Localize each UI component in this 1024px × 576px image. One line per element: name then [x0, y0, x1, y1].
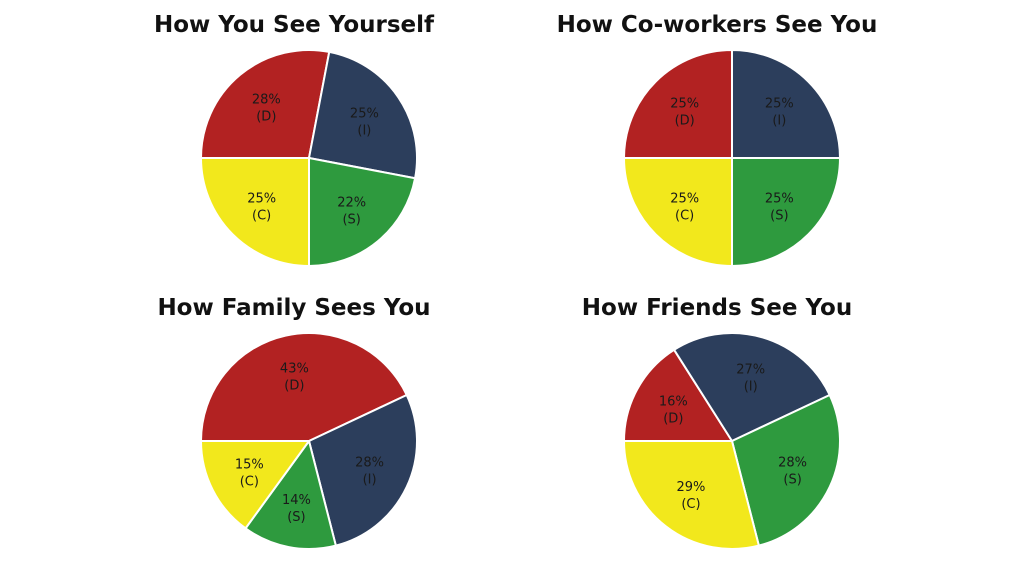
slice-category-label: (S)	[342, 213, 360, 228]
slice-category-label: (S)	[783, 473, 801, 488]
slice-percent-label: 25%	[247, 191, 276, 206]
slice-category-label: (C)	[240, 474, 259, 489]
slice-percent-label: 25%	[350, 106, 379, 121]
slice-category-label: (I)	[357, 123, 371, 138]
pie-slice-c	[623, 440, 760, 550]
slice-percent-label: 25%	[765, 97, 794, 112]
slice-percent-label: 15%	[235, 457, 264, 472]
slice-percent-label: 28%	[252, 92, 281, 107]
pie-slice-s	[244, 440, 337, 550]
pie-slice-i	[308, 50, 418, 180]
slice-category-label: (I)	[363, 473, 377, 488]
slice-category-label: (C)	[252, 208, 271, 223]
pie-slice-d	[623, 49, 733, 159]
slice-category-label: (C)	[675, 208, 694, 223]
pie-chart-coworkers: 25% (D) 25% (I) 25% (S) 25% (C)	[623, 49, 841, 267]
slice-category-label: (S)	[287, 510, 305, 525]
slice-percent-label: 29%	[677, 480, 706, 495]
pie-slice-d	[623, 348, 733, 442]
chart-title-family: How Family Sees You	[157, 295, 431, 321]
slice-percent-label: 25%	[670, 97, 699, 112]
slice-category-label: (D)	[256, 109, 276, 124]
pie-slice-i	[308, 394, 418, 547]
chart-title-coworkers: How Co-workers See You	[556, 12, 878, 38]
pie-slice-c	[200, 440, 310, 530]
pie-chart-self: 28% (D) 25% (I) 22% (S) 25% (C)	[200, 49, 418, 267]
slice-category-label: (D)	[663, 412, 683, 427]
slice-percent-label: 27%	[736, 363, 765, 378]
pie-slice-s	[308, 157, 417, 267]
slice-category-label: (C)	[681, 497, 700, 512]
pie-slice-d	[200, 332, 408, 442]
pie-chart-family: 43% (D) 28% (I) 14% (S) 15% (C)	[200, 332, 418, 550]
slice-category-label: (I)	[772, 114, 786, 129]
slice-percent-label: 43%	[280, 362, 309, 377]
pie-slice-i	[731, 49, 841, 159]
slice-category-label: (D)	[675, 114, 695, 129]
slice-percent-label: 25%	[765, 191, 794, 206]
pie-slice-c	[623, 157, 733, 267]
pie-slice-s	[731, 394, 841, 547]
slice-percent-label: 14%	[282, 493, 311, 508]
slice-percent-label: 28%	[355, 456, 384, 471]
pie-slice-s	[731, 157, 841, 267]
pie-slice-c	[200, 157, 310, 267]
pie-slice-d	[200, 49, 331, 159]
chart-title-self: How You See Yourself	[153, 12, 435, 38]
slice-category-label: (D)	[284, 379, 304, 394]
slice-category-label: (I)	[744, 380, 758, 395]
slice-percent-label: 28%	[778, 456, 807, 471]
slice-category-label: (S)	[770, 208, 788, 223]
slice-percent-label: 25%	[670, 191, 699, 206]
slice-percent-label: 22%	[337, 196, 366, 211]
chart-title-friends: How Friends See You	[581, 295, 853, 321]
slice-percent-label: 16%	[659, 395, 688, 410]
pie-chart-friends: 16% (D) 27% (I) 28% (S) 29% (C)	[623, 332, 841, 550]
pie-slice-i	[673, 332, 831, 442]
